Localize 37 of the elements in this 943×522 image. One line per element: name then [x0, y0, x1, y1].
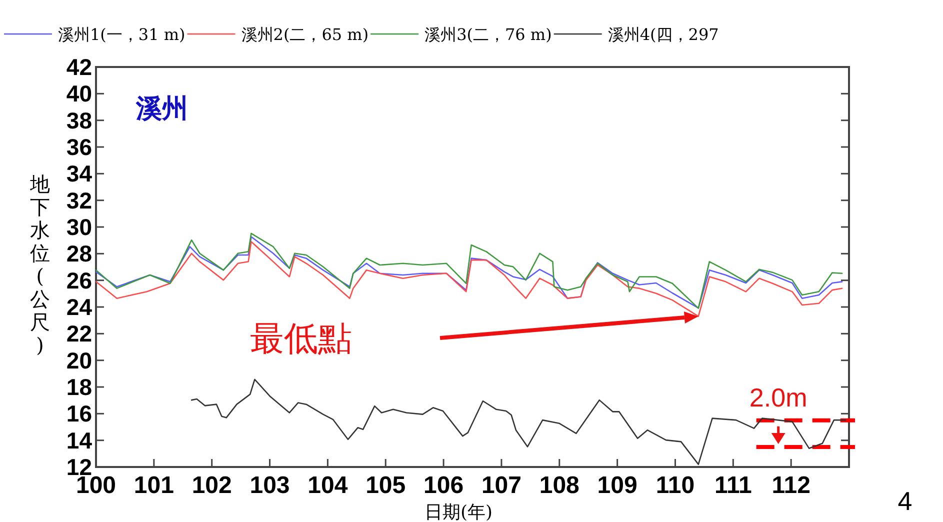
y-tick-label: 28: [66, 240, 92, 267]
y-tick-label: 22: [66, 320, 92, 347]
y-tick-label: 36: [66, 134, 92, 160]
x-tick-label: 105: [366, 472, 406, 499]
y-tick-label: 14: [66, 427, 92, 454]
y-tick-label: 20: [66, 347, 92, 374]
x-tick-label: 108: [539, 472, 580, 499]
text: 溪州: [135, 94, 188, 124]
ylabel: 地下水位(公尺): [30, 172, 50, 357]
legend-label: 溪州4(四，297: [608, 25, 719, 44]
x-tick-label: 106: [424, 472, 464, 499]
y-tick-label: 40: [66, 80, 92, 107]
y-tick-label: 34: [66, 160, 92, 187]
x-tick-label: 102: [192, 472, 232, 499]
annotation: 最低點: [250, 320, 352, 358]
legend-label: 溪州2(二，65 m): [241, 25, 369, 44]
x-tick-label: 104: [308, 472, 348, 499]
legend-label: 溪州3(二，76 m): [424, 25, 552, 44]
x-tick-label: 109: [597, 472, 638, 499]
annotation: 2.0m: [749, 382, 808, 412]
x-tick-label: 103: [250, 472, 290, 499]
legend-label: 溪州1(一，31 m): [58, 25, 186, 44]
y-tick-label: 16: [66, 400, 92, 427]
y-tick-label: 30: [66, 214, 92, 240]
x-tick-label: 101: [134, 472, 174, 499]
x-axis-title: 日期(年): [424, 502, 493, 522]
y-tick-label: 24: [66, 294, 92, 320]
y-tick-label: 26: [66, 267, 92, 294]
x-tick-label: 111: [714, 472, 752, 499]
x-tick-label: 107: [481, 472, 522, 499]
x-tick-label: 112: [772, 472, 810, 499]
x-tick-label: 110: [656, 472, 695, 499]
text: 4: [898, 486, 912, 516]
y-tick-label: 38: [66, 107, 92, 134]
y-tick-label: 32: [66, 187, 92, 214]
y-tick-label: 18: [66, 374, 92, 400]
y-tick-label: 42: [66, 54, 92, 80]
